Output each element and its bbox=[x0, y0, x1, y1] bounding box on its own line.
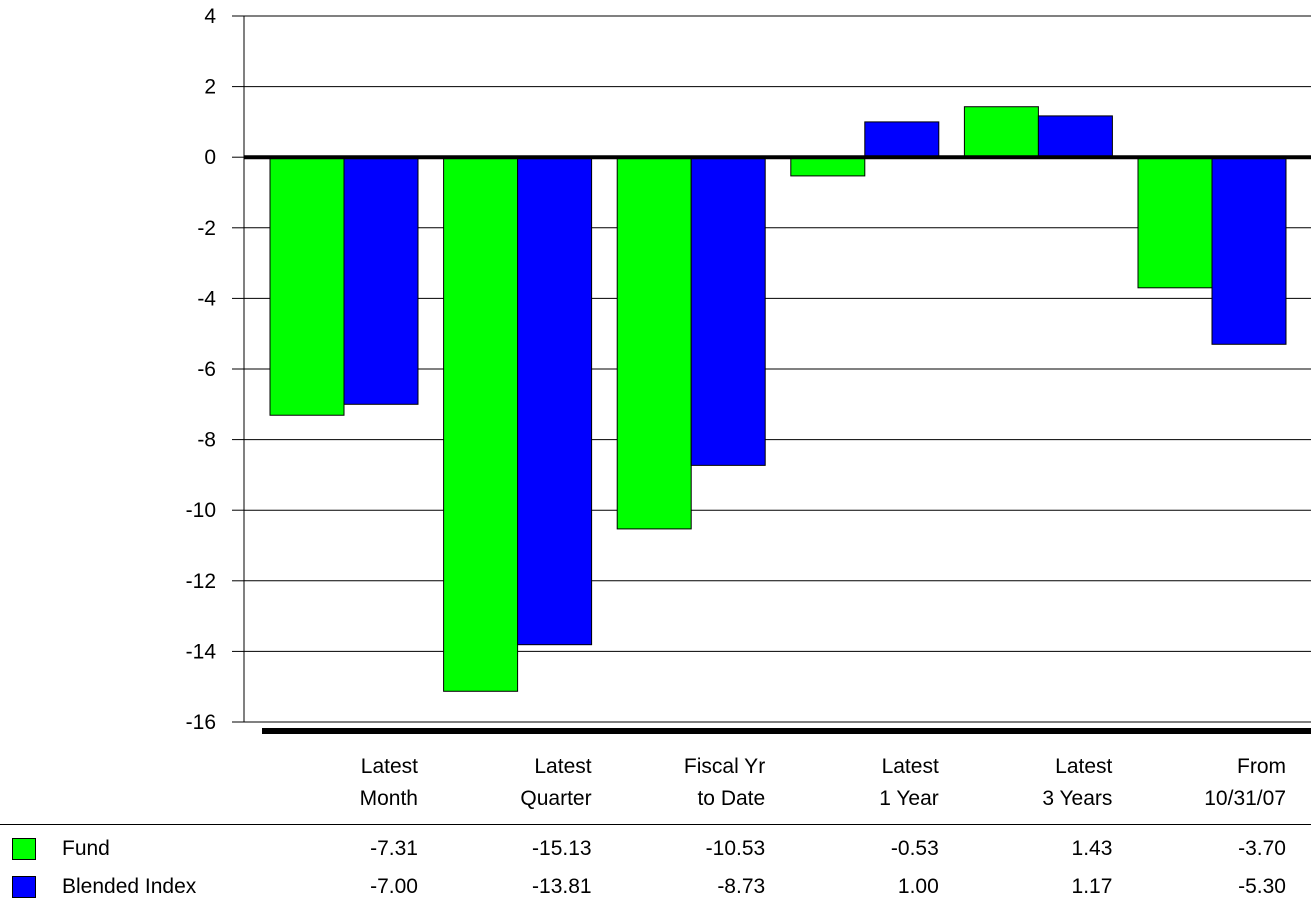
legend-row-fund: Fund -7.31 -15.13 -10.53 -0.53 1.43 -3.70 bbox=[0, 832, 1311, 866]
bar-blended-index bbox=[1211, 156, 1287, 345]
y-tick-label: -8 bbox=[197, 429, 216, 452]
category-label: 1 Year bbox=[879, 787, 939, 810]
bar-blended-index bbox=[1037, 115, 1113, 158]
category-label-row: Latest Month Latest Quarter Fiscal Yr to Date… bbox=[0, 752, 1311, 816]
bar-fund bbox=[1137, 156, 1213, 289]
category-label: Latest bbox=[534, 755, 592, 778]
category-label: Fiscal Yr bbox=[683, 755, 766, 778]
bar-fund bbox=[269, 156, 345, 416]
data-label-fund: -15.13 bbox=[532, 837, 592, 860]
bar-blended-index bbox=[690, 156, 766, 466]
bar-blended-index bbox=[517, 156, 593, 646]
y-tick-label: -10 bbox=[186, 499, 216, 522]
y-tick-label: -12 bbox=[186, 570, 216, 593]
category-label: Latest bbox=[881, 755, 939, 778]
data-label-fund: -10.53 bbox=[705, 837, 766, 860]
y-tick-label: -4 bbox=[197, 287, 216, 310]
data-label-fund: -0.53 bbox=[890, 837, 939, 860]
data-label-fund: -3.70 bbox=[1238, 837, 1286, 860]
bar-fund bbox=[443, 156, 519, 692]
data-label-blended-index: -5.30 bbox=[1238, 875, 1286, 898]
y-tick-label: -16 bbox=[186, 711, 216, 734]
data-label-blended-index: -8.73 bbox=[717, 875, 766, 898]
bar-fund bbox=[616, 156, 692, 530]
bar-fund bbox=[790, 156, 866, 177]
legend-label-blended-index: Blended Index bbox=[62, 875, 197, 898]
category-label: Latest bbox=[360, 755, 418, 778]
y-tick-label: -6 bbox=[197, 358, 216, 381]
data-label-blended-index: 1.17 bbox=[1071, 875, 1113, 898]
y-tick-label: 2 bbox=[204, 76, 216, 99]
category-label: Quarter bbox=[520, 787, 592, 810]
bar-blended-index bbox=[864, 121, 940, 158]
category-label: From bbox=[1237, 755, 1286, 778]
data-label-fund: -7.31 bbox=[370, 837, 418, 860]
legend-label-fund: Fund bbox=[62, 837, 110, 860]
y-tick-label: 0 bbox=[204, 146, 216, 169]
data-label-blended-index: 1.00 bbox=[897, 875, 939, 898]
category-label: 10/31/07 bbox=[1204, 787, 1286, 810]
bar-fund bbox=[963, 106, 1039, 158]
y-tick-label: -14 bbox=[186, 640, 217, 663]
legend-row-blended-index: Blended Index -7.00 -13.81 -8.73 1.00 1.17 -5… bbox=[0, 870, 1311, 904]
y-tick-label: -2 bbox=[197, 217, 216, 240]
legend-swatch-blended-index bbox=[12, 876, 36, 898]
category-label: Month bbox=[359, 787, 418, 810]
data-label-blended-index: -13.81 bbox=[532, 875, 592, 898]
table-divider bbox=[0, 824, 1311, 825]
bar-blended-index bbox=[343, 156, 419, 405]
category-label: to Date bbox=[697, 787, 766, 810]
category-label: 3 Years bbox=[1042, 787, 1113, 810]
data-label-fund: 1.43 bbox=[1071, 837, 1113, 860]
y-tick-label: 4 bbox=[204, 5, 216, 28]
bar-chart: 4 2 0 -2 -4 -6 -8 -10 -12 -14 -16 bbox=[186, 5, 1311, 734]
legend-swatch-fund bbox=[12, 838, 36, 860]
category-label: Latest bbox=[1055, 755, 1113, 778]
data-label-blended-index: -7.00 bbox=[370, 875, 418, 898]
